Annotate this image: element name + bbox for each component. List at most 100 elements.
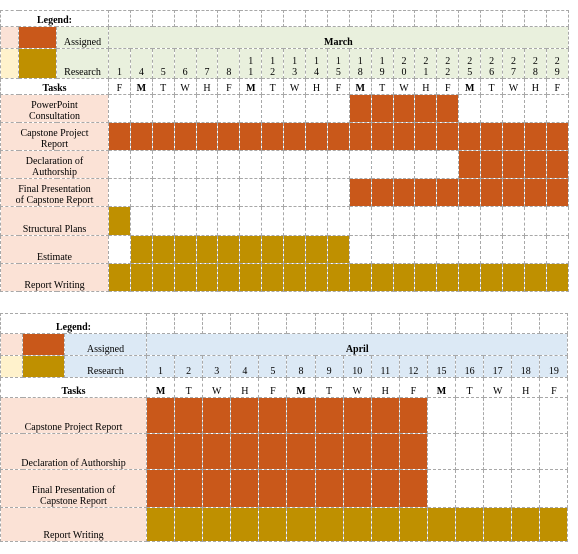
- weekday-letter: F: [545, 78, 569, 95]
- task-name-line: Consultation: [28, 111, 81, 122]
- empty-cell: [239, 94, 263, 123]
- research-cell: [151, 235, 175, 264]
- research-cell: [455, 507, 485, 542]
- assigned-cell: [261, 122, 285, 151]
- task-row: Capstone Project Report: [0, 397, 569, 434]
- assigned-cell: [342, 469, 372, 508]
- assigned-cell: [195, 122, 219, 151]
- empty-cell: [261, 150, 285, 179]
- day-digit: 1: [335, 56, 341, 67]
- empty-cell: [511, 433, 541, 470]
- day-number: 5: [258, 355, 288, 378]
- assigned-cell: [145, 397, 176, 434]
- task-row: Estimate: [0, 235, 569, 264]
- blank-cell: [348, 10, 372, 27]
- research-cell: [414, 263, 438, 292]
- empty-cell: [458, 94, 482, 123]
- assigned-cell: [370, 178, 394, 207]
- legend-swatch-bg: [0, 355, 23, 378]
- assigned-cell: [305, 122, 328, 151]
- weekday-letter: M: [145, 377, 176, 398]
- research-cell: [239, 263, 263, 292]
- day-digit: 17: [492, 366, 503, 377]
- day-number: 16: [455, 355, 485, 378]
- empty-cell: [545, 206, 569, 236]
- tasks-header: Tasks: [0, 78, 109, 95]
- empty-cell: [523, 235, 547, 264]
- research-cell: [305, 235, 328, 264]
- blank-cell: [480, 10, 504, 27]
- weekday-letter: T: [480, 78, 504, 95]
- assigned-cell: [392, 122, 416, 151]
- day-digit: 4: [138, 67, 144, 78]
- empty-cell: [129, 150, 153, 179]
- month-label: March: [108, 26, 569, 49]
- assigned-cell: [258, 397, 288, 434]
- empty-cell: [173, 178, 197, 207]
- day-digit: 2: [186, 366, 192, 377]
- blank-cell: [370, 10, 394, 27]
- empty-cell: [217, 206, 241, 236]
- empty-cell: [305, 206, 328, 236]
- weekday-letter: T: [455, 377, 485, 398]
- empty-cell: [414, 235, 438, 264]
- blank-cell: [151, 10, 175, 27]
- weekday-letter: M: [129, 78, 153, 95]
- task-name-line: Capstone Report: [40, 496, 107, 507]
- day-digit: 0: [401, 67, 407, 78]
- day-digit: 4: [313, 67, 319, 78]
- research-cell: [326, 235, 350, 264]
- empty-cell: [195, 150, 219, 179]
- task-row: PowerPoint Consultation: [0, 94, 569, 123]
- day-number: 4: [129, 48, 153, 79]
- legend-swatch-bg: [0, 26, 19, 49]
- task-name: Structural Plans: [0, 206, 109, 236]
- assigned-cell: [342, 433, 372, 470]
- assigned-cell: [145, 433, 176, 470]
- blank-cell: [217, 10, 241, 27]
- assigned-cell: [286, 397, 316, 434]
- weekday-letter: T: [174, 377, 204, 398]
- blank-cell: [129, 10, 153, 27]
- day-digit: 2: [445, 67, 451, 78]
- empty-cell: [348, 150, 372, 179]
- assigned-cell: [258, 433, 288, 470]
- empty-cell: [545, 94, 569, 123]
- task-row: Final Presentation of Capstone Report: [0, 469, 569, 508]
- day-digit: 1: [270, 56, 276, 67]
- research-cell: [436, 263, 460, 292]
- blank-cell: [286, 313, 316, 334]
- assigned-cell: [286, 469, 316, 508]
- day-digit: 2: [532, 56, 538, 67]
- empty-cell: [436, 235, 460, 264]
- day-number: 2: [174, 355, 204, 378]
- day-digit: 2: [445, 56, 451, 67]
- assigned-cell: [314, 469, 344, 508]
- assigned-cell: [202, 469, 232, 508]
- weekday-letter: T: [370, 78, 394, 95]
- empty-cell: [436, 150, 460, 179]
- blank-cell: [174, 313, 204, 334]
- weekday-row: Tasks M T W H F M T W H F M T W H F: [0, 377, 569, 398]
- assigned-cell: [202, 433, 232, 470]
- blank-cell: [539, 313, 569, 334]
- weekday-letter: M: [286, 377, 316, 398]
- task-name: Declaration of Authorship: [0, 150, 109, 179]
- empty-cell: [426, 397, 457, 434]
- assigned-cell: [283, 122, 307, 151]
- day-digit: 16: [464, 366, 475, 377]
- assigned-cell: [458, 150, 482, 179]
- legend-research-row: Research 1 4 5 6 7 8 1 1 1 2 1 3 1 4 1 5 1 8 1 9 2 0 2 1 2 2 2 5 2 6 2 7…: [0, 48, 569, 79]
- day-number: 8: [286, 355, 316, 378]
- empty-cell: [195, 94, 219, 123]
- assigned-cell: [436, 94, 460, 123]
- research-cell: [129, 235, 153, 264]
- day-digit: 5: [467, 67, 473, 78]
